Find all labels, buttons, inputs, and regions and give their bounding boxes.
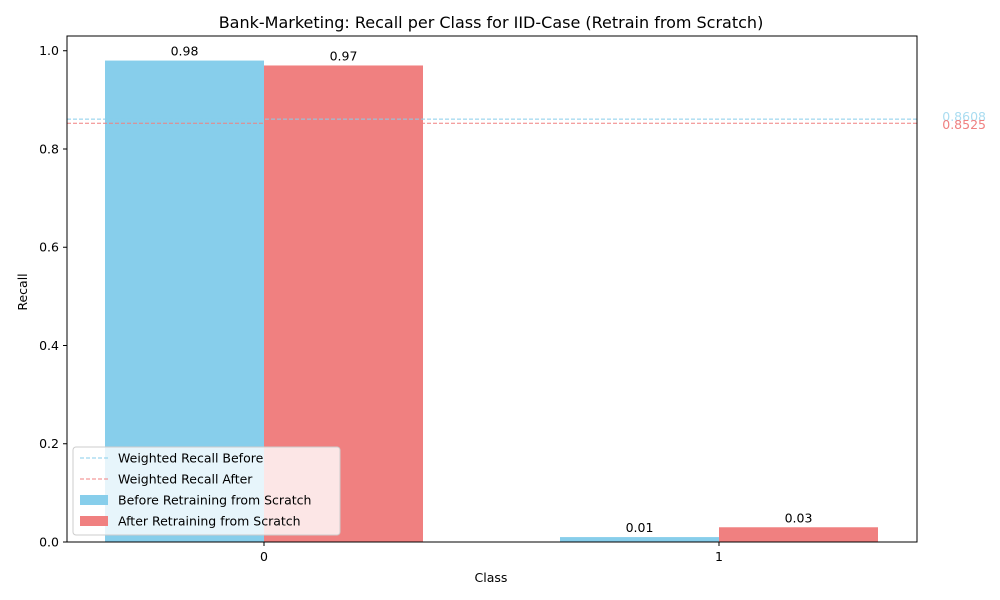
legend-label: Weighted Recall After (118, 472, 253, 487)
axes-frame (66, 35, 918, 543)
bar-value-label: 0.97 (330, 48, 358, 63)
y-axis-label: Recall (15, 273, 30, 310)
bar-value-label: 0.03 (785, 510, 813, 525)
reference-line-label: 0.8608 (942, 109, 986, 124)
x-axis-label: Class (475, 570, 508, 585)
x-tick-label: 1 (715, 549, 723, 564)
bar-after-class-1 (719, 527, 878, 542)
y-tick-label: 1.0 (39, 43, 59, 58)
y-tick-label: 0.2 (39, 436, 59, 451)
y-tick-label: 0.4 (39, 338, 59, 353)
y-tick-label: 0.0 (39, 535, 59, 550)
bar-before-class-1 (560, 537, 719, 542)
legend: Weighted Recall Before Weighted Recall Af… (72, 446, 341, 536)
legend-box (72, 446, 341, 536)
chart-title: Bank-Marketing: Recall per Class for IID… (219, 13, 764, 32)
y-tick-label: 0.6 (39, 240, 59, 255)
bar-value-label: 0.01 (626, 520, 654, 535)
x-tick-label: 0 (260, 549, 268, 564)
reference-line-label: 0.8525 (942, 117, 986, 132)
legend-patch-swatch (80, 495, 108, 505)
y-tick-label: 0.8 (39, 141, 59, 156)
legend-patch-swatch (80, 516, 108, 526)
legend-label: Weighted Recall Before (118, 451, 264, 466)
legend-label: After Retraining from Scratch (118, 514, 301, 529)
legend-label: Before Retraining from Scratch (118, 493, 311, 508)
bar-value-label: 0.98 (171, 44, 199, 59)
